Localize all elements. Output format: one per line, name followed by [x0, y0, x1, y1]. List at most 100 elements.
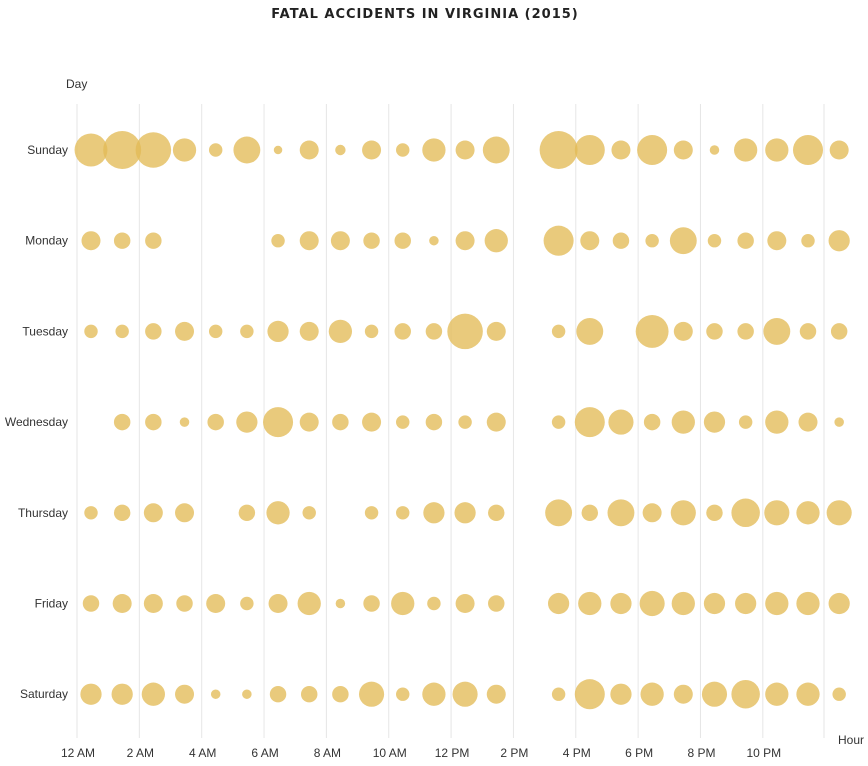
bubble-thursday-22 — [764, 500, 790, 526]
bubble-sunday-3 — [172, 138, 197, 162]
bubble-tuesday-11 — [425, 323, 443, 340]
bubble-sunday-18 — [637, 134, 668, 166]
bubble-saturday-18 — [640, 682, 664, 706]
bubble-tuesday-2 — [145, 323, 162, 340]
bubble-monday-15 — [543, 225, 574, 256]
bubble-monday-0 — [81, 231, 101, 251]
bubble-wednesday-10 — [396, 415, 410, 429]
bubble-wednesday-18 — [643, 413, 661, 431]
bubble-thursday-2 — [143, 503, 163, 523]
bubble-friday-3 — [176, 595, 193, 612]
bubble-sunday-6 — [273, 145, 283, 155]
bubble-monday-8 — [330, 231, 350, 251]
bubble-thursday-17 — [607, 499, 635, 527]
bubble-sunday-24 — [829, 140, 849, 160]
x-tick-label: 8 AM — [314, 746, 341, 760]
x-tick-label: 4 AM — [189, 746, 216, 760]
bubble-friday-5 — [240, 596, 254, 611]
bubble-tuesday-21 — [737, 323, 754, 340]
bubble-friday-15 — [547, 592, 570, 615]
bubble-tuesday-20 — [706, 323, 723, 340]
bubble-sunday-17 — [611, 140, 631, 160]
x-tick-label: 12 PM — [435, 746, 470, 760]
y-tick-label: Sunday — [27, 143, 68, 157]
bubble-saturday-2 — [141, 682, 165, 706]
bubble-friday-7 — [297, 591, 321, 616]
bubble-monday-9 — [363, 232, 380, 249]
bubble-tuesday-23 — [799, 323, 817, 340]
bubble-sunday-7 — [299, 140, 319, 160]
bubble-saturday-7 — [300, 685, 318, 703]
bubble-friday-17 — [610, 592, 632, 615]
bubble-friday-12 — [455, 594, 475, 613]
bubble-monday-10 — [394, 232, 411, 249]
bubble-tuesday-5 — [240, 324, 254, 339]
bubble-sunday-22 — [765, 138, 789, 162]
bubble-tuesday-9 — [364, 324, 379, 339]
bubble-thursday-9 — [364, 506, 379, 520]
bubble-friday-16 — [578, 591, 602, 616]
x-axis-ticks: 12 AM 2 AM 4 AM 6 AM 8 AM 10 AM 12 PM 2 PM 4 PM 6… — [61, 746, 781, 760]
bubble-tuesday-12 — [447, 313, 483, 350]
chart-title: FATAL ACCIDENTS IN VIRGINIA (2015) — [271, 7, 578, 22]
bubble-wednesday-20 — [703, 411, 726, 433]
bubble-wednesday-17 — [608, 409, 634, 435]
bubble-sunday-4 — [208, 143, 223, 157]
bubble-wednesday-9 — [362, 412, 382, 432]
bubble-thursday-20 — [706, 504, 723, 522]
bubble-thursday-7 — [302, 506, 316, 520]
bubble-tuesday-7 — [299, 321, 319, 341]
bubble-friday-8 — [335, 598, 346, 609]
bubble-wednesday-19 — [671, 410, 695, 434]
bubble-tuesday-13 — [486, 321, 506, 341]
bubble-saturday-3 — [175, 684, 195, 704]
bubble-thursday-12 — [454, 502, 476, 524]
bubble-friday-13 — [488, 595, 505, 612]
bubble-saturday-16 — [574, 679, 605, 710]
bubble-tuesday-10 — [394, 323, 411, 340]
bubble-saturday-11 — [422, 682, 446, 706]
bubble-sunday-23 — [792, 134, 824, 166]
bubble-friday-0 — [82, 595, 100, 612]
bubble-wednesday-2 — [145, 413, 162, 431]
bubble-wednesday-24 — [834, 417, 844, 427]
bubble-sunday-8 — [335, 144, 346, 156]
bubble-thursday-1 — [113, 504, 131, 522]
bubble-friday-22 — [765, 591, 789, 616]
bubble-sunday-20 — [709, 145, 720, 155]
bubble-friday-18 — [639, 590, 665, 617]
bubble-wednesday-13 — [486, 412, 506, 432]
bubble-saturday-6 — [269, 685, 287, 703]
bubble-friday-2 — [143, 594, 163, 613]
bubble-tuesday-16 — [576, 317, 604, 345]
bubble-saturday-24 — [832, 687, 846, 701]
bubble-sunday-21 — [734, 138, 758, 162]
bubble-friday-1 — [112, 594, 132, 613]
bubble-monday-13 — [484, 229, 508, 253]
bubble-sunday-10 — [396, 143, 410, 157]
bubble-saturday-10 — [396, 687, 410, 701]
bubble-monday-23 — [801, 233, 815, 248]
bubble-saturday-17 — [610, 683, 632, 705]
x-tick-label: 2 AM — [127, 746, 154, 760]
bubble-monday-1 — [113, 232, 131, 249]
bubble-wednesday-3 — [179, 417, 190, 427]
bubble-wednesday-16 — [574, 407, 605, 438]
bubble-wednesday-1 — [113, 413, 131, 431]
bubble-wednesday-23 — [798, 412, 818, 432]
bubble-monday-11 — [429, 235, 439, 246]
bubble-monday-24 — [828, 230, 850, 252]
bubble-thursday-24 — [826, 500, 852, 526]
bubble-sunday-16 — [574, 134, 605, 166]
y-tick-label: Tuesday — [22, 324, 68, 338]
bubble-monday-12 — [455, 231, 475, 251]
bubble-thursday-18 — [642, 503, 662, 523]
bubble-monday-22 — [767, 231, 787, 251]
bubble-sunday-11 — [422, 138, 446, 162]
bubble-wednesday-21 — [738, 415, 753, 429]
bubble-saturday-12 — [452, 681, 478, 707]
bubble-saturday-13 — [486, 684, 506, 704]
bubble-thursday-0 — [84, 506, 98, 520]
x-tick-label: 4 PM — [563, 746, 591, 760]
